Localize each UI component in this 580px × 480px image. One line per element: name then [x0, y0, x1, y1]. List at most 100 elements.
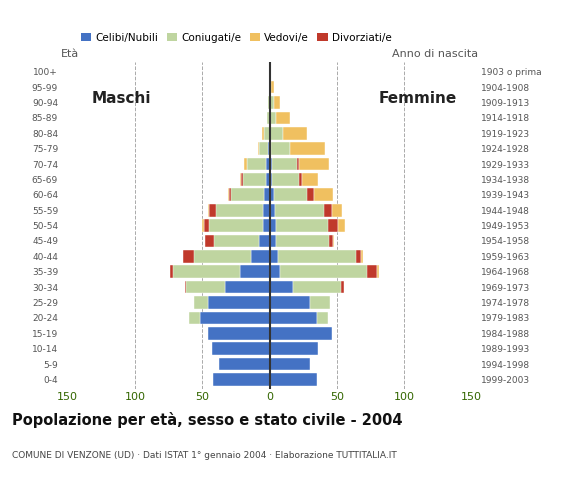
Bar	[356, 250, 361, 263]
Bar	[367, 265, 378, 278]
Bar	[189, 312, 200, 324]
Bar	[270, 342, 318, 355]
Bar	[307, 189, 314, 201]
Text: Femmine: Femmine	[379, 91, 457, 106]
Bar	[267, 111, 270, 124]
Bar	[264, 127, 270, 140]
Bar	[212, 342, 270, 355]
Bar	[185, 281, 186, 293]
Bar	[270, 327, 332, 340]
Bar	[208, 204, 209, 216]
Bar	[269, 142, 270, 155]
Text: Età: Età	[61, 49, 79, 59]
Bar	[208, 327, 270, 340]
Bar	[202, 219, 204, 232]
Bar	[241, 173, 266, 186]
Text: COMUNE DI VENZONE (UD) · Dati ISTAT 1° gennaio 2004 · Elaborazione TUTTITALIA.IT: COMUNE DI VENZONE (UD) · Dati ISTAT 1° g…	[12, 451, 396, 460]
Bar	[270, 173, 273, 186]
Bar	[270, 373, 317, 386]
Bar	[240, 265, 270, 278]
Bar	[333, 235, 334, 247]
Bar	[270, 142, 271, 155]
Bar	[277, 111, 290, 124]
Bar	[270, 96, 274, 109]
Bar	[296, 158, 299, 170]
Bar	[229, 189, 264, 201]
Bar	[183, 250, 251, 263]
Bar	[266, 173, 270, 186]
Bar	[324, 204, 332, 216]
Bar	[200, 312, 270, 324]
Bar	[263, 204, 270, 216]
Bar	[270, 281, 292, 293]
Bar	[228, 189, 229, 201]
Bar	[270, 127, 283, 140]
Text: Maschi: Maschi	[92, 91, 151, 106]
Bar	[274, 189, 314, 201]
Bar	[270, 250, 278, 263]
Bar	[270, 111, 277, 124]
Bar	[241, 173, 243, 186]
Bar	[185, 281, 225, 293]
Bar	[310, 296, 331, 309]
Bar	[290, 142, 325, 155]
Bar	[270, 204, 275, 216]
Bar	[247, 158, 266, 170]
Bar	[329, 235, 333, 247]
Bar	[341, 281, 344, 293]
Bar	[170, 265, 240, 278]
Bar	[205, 235, 259, 247]
Text: Anno di nascita: Anno di nascita	[393, 49, 478, 59]
Bar	[270, 158, 273, 170]
Legend: Celibi/Nubili, Coniugati/e, Vedovi/e, Divorziati/e: Celibi/Nubili, Coniugati/e, Vedovi/e, Di…	[77, 28, 396, 47]
Bar	[264, 189, 270, 201]
Bar	[225, 281, 270, 293]
Bar	[259, 142, 269, 155]
Bar	[270, 81, 271, 93]
Bar	[259, 235, 270, 247]
Bar	[209, 204, 216, 216]
Bar	[205, 235, 215, 247]
Bar	[277, 235, 333, 247]
Bar	[271, 81, 274, 93]
Bar	[208, 296, 270, 309]
Bar	[299, 173, 302, 186]
Bar	[275, 204, 332, 216]
Bar	[361, 250, 362, 263]
Bar	[273, 158, 299, 170]
Bar	[269, 96, 270, 109]
Bar	[262, 127, 264, 140]
Bar	[292, 281, 344, 293]
Bar	[277, 219, 338, 232]
Bar	[338, 219, 345, 232]
Bar	[378, 265, 379, 278]
Bar	[240, 173, 241, 186]
Bar	[270, 312, 317, 324]
Bar	[270, 265, 281, 278]
Bar	[274, 96, 281, 109]
Bar	[314, 189, 333, 201]
Bar	[229, 189, 231, 201]
Bar	[332, 204, 342, 216]
Bar	[170, 265, 173, 278]
Bar	[278, 250, 361, 263]
Text: Popolazione per età, sesso e stato civile - 2004: Popolazione per età, sesso e stato civil…	[12, 412, 402, 428]
Bar	[270, 235, 277, 247]
Bar	[263, 219, 270, 232]
Bar	[271, 142, 290, 155]
Bar	[283, 127, 307, 140]
Bar	[273, 173, 302, 186]
Bar	[209, 204, 263, 216]
Bar	[204, 219, 263, 232]
Bar	[270, 189, 274, 201]
Bar	[299, 158, 329, 170]
Bar	[204, 219, 209, 232]
Bar	[270, 296, 310, 309]
Bar	[183, 250, 194, 263]
Bar	[194, 296, 208, 309]
Bar	[302, 173, 318, 186]
Bar	[258, 142, 259, 155]
Bar	[328, 219, 338, 232]
Bar	[281, 265, 378, 278]
Bar	[219, 358, 270, 371]
